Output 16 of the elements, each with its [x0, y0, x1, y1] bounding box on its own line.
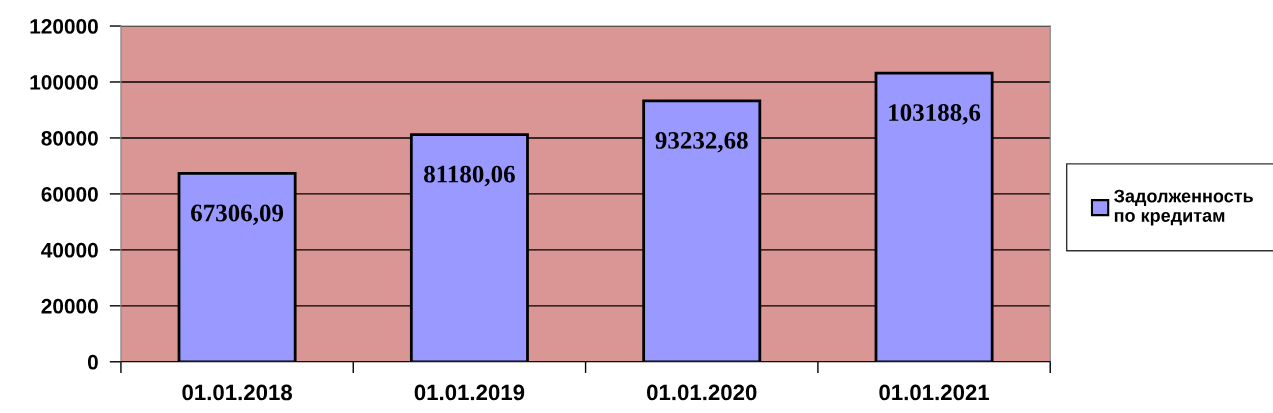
y-tick-label: 20000: [41, 298, 98, 314]
x-tick-label: 01.01.2020: [647, 384, 757, 401]
data-label: 103188,6: [889, 104, 981, 125]
data-label: 93232,68: [655, 131, 748, 153]
y-tick-label: 100000: [30, 74, 98, 90]
x-tick-label: 01.01.2019: [414, 384, 525, 401]
y-tick-label: 0: [87, 354, 98, 370]
y-tick-label: 60000: [41, 186, 98, 202]
y-tick-label: 80000: [41, 130, 98, 146]
legend-label: Задолженность по кредитам: [1114, 189, 1253, 226]
y-tick-label: 120000: [30, 19, 98, 34]
x-tick-label: 01.01.2018: [182, 384, 293, 401]
x-tick-label: 01.01.2021: [879, 384, 990, 401]
y-tick-label: 40000: [41, 242, 98, 258]
data-label: 67306,09: [191, 204, 284, 226]
data-label: 81180,06: [424, 165, 515, 187]
